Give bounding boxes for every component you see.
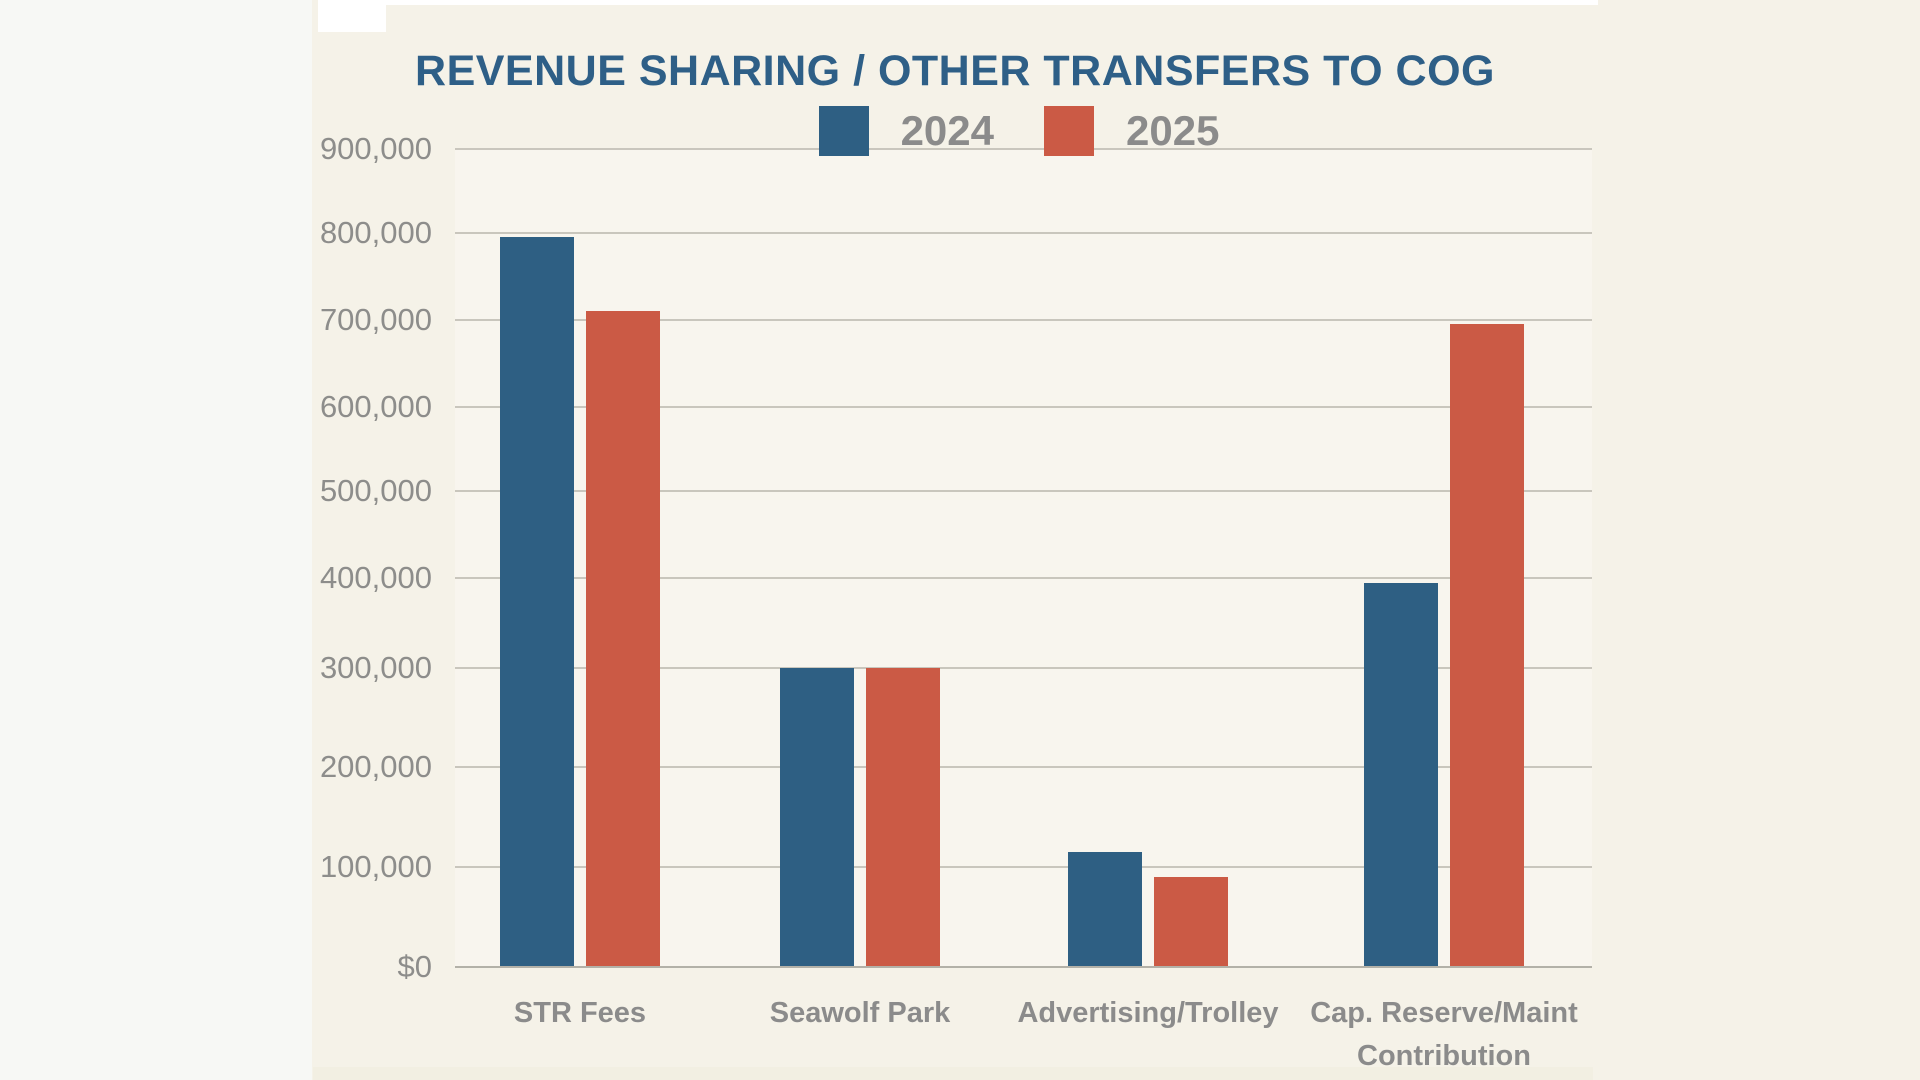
legend-label-2024: 2024 — [900, 107, 994, 154]
category-label: Seawolf Park — [680, 992, 1040, 1035]
bar-2025-cap-reserve-maint-contribution — [1450, 324, 1524, 967]
chart-card-corner-notch — [318, 0, 386, 32]
gridline — [455, 319, 1592, 321]
category-label-line: Contribution — [1357, 1040, 1531, 1072]
y-axis-tick-label: 900,000 — [319, 131, 432, 166]
gridline — [455, 148, 1592, 150]
y-axis-tick-label: 700,000 — [319, 302, 432, 337]
gridline — [455, 866, 1592, 868]
category-label-line: Advertising/Trolley — [1017, 997, 1279, 1029]
plot-area: 900,000 800,000 700,000 600,000 500,000 400,0… — [312, 0, 1920, 1080]
category-label-line: Seawolf Park — [769, 997, 951, 1029]
bar-2024-seawolf-park — [780, 668, 854, 967]
y-axis-tick-label: 600,000 — [319, 389, 432, 424]
legend-swatch-2024 — [818, 106, 869, 156]
y-axis-tick-label: 500,000 — [319, 473, 432, 508]
gridline — [455, 490, 1592, 492]
legend-label-2025: 2025 — [1126, 107, 1220, 154]
chart-card-top-strip — [318, 0, 1598, 5]
bar-2024-advertising-trolley — [1068, 852, 1142, 967]
y-axis-tick-label: 400,000 — [319, 560, 432, 595]
chart-legend: 2024 2025 — [382, 105, 1656, 157]
category-label-line: Cap. Reserve/Maint — [1310, 997, 1578, 1029]
gridline — [455, 667, 1592, 669]
y-axis-tick-label: 200,000 — [319, 749, 432, 784]
category-label: Advertising/Trolley — [968, 992, 1328, 1035]
bar-2025-str-fees — [586, 311, 660, 967]
y-axis-tick-label: 800,000 — [319, 215, 432, 250]
category-label: Cap. Reserve/Maint Contribution — [1264, 992, 1624, 1078]
x-axis-baseline — [455, 966, 1592, 968]
legend-item-2025: 2025 — [1044, 106, 1219, 156]
gridline — [455, 406, 1592, 408]
gridline — [455, 766, 1592, 768]
y-axis-tick-label: $0 — [397, 949, 432, 984]
bar-2024-cap-reserve-maint-contribution — [1364, 582, 1438, 967]
legend-swatch-2025 — [1044, 106, 1094, 156]
chart-canvas: REVENUE SHARING / OTHER TRANSFERS TO COG… — [312, 0, 1920, 1080]
gridline — [455, 577, 1592, 579]
category-label: STR Fees — [400, 992, 760, 1035]
gridline — [455, 232, 1592, 234]
bar-2025-seawolf-park — [866, 668, 940, 967]
bar-2024-str-fees — [500, 237, 574, 967]
bottom-accent-band — [313, 1067, 1593, 1080]
legend-item-2024: 2024 — [818, 106, 994, 156]
y-axis-tick-label: 300,000 — [319, 650, 432, 685]
y-axis-tick-label: 100,000 — [319, 849, 432, 884]
bar-2025-advertising-trolley — [1154, 877, 1228, 967]
category-label-line: STR Fees — [513, 997, 647, 1029]
chart-title: REVENUE SHARING / OTHER TRANSFERS TO COG — [415, 46, 1495, 95]
left-margin-strip — [0, 0, 312, 1080]
